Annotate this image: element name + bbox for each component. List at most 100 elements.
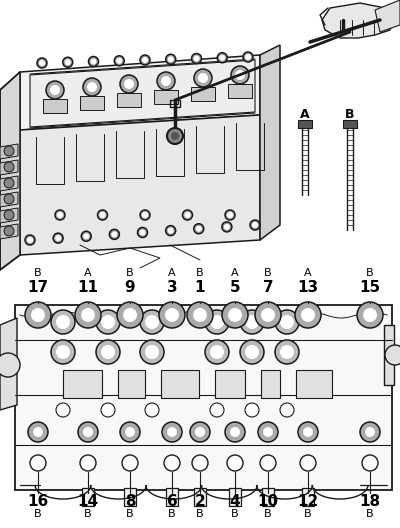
Polygon shape: [20, 115, 260, 255]
Text: 12: 12: [297, 495, 319, 510]
Circle shape: [228, 308, 242, 322]
Polygon shape: [0, 176, 18, 191]
Circle shape: [159, 302, 185, 328]
Circle shape: [195, 427, 205, 437]
Circle shape: [245, 54, 251, 60]
Polygon shape: [375, 0, 400, 32]
Circle shape: [96, 340, 120, 364]
Text: B: B: [366, 268, 374, 278]
Text: 11: 11: [78, 280, 98, 296]
Text: B: B: [264, 268, 272, 278]
Circle shape: [280, 345, 294, 359]
Circle shape: [360, 422, 380, 442]
Circle shape: [4, 178, 14, 188]
Bar: [229, 488, 241, 506]
Text: 17: 17: [28, 280, 48, 296]
Text: 15: 15: [360, 280, 380, 296]
Circle shape: [222, 222, 232, 232]
Bar: [343, 120, 357, 128]
Circle shape: [57, 212, 63, 218]
Circle shape: [298, 422, 318, 442]
Bar: [43, 99, 67, 113]
Polygon shape: [0, 208, 18, 223]
Bar: [166, 488, 178, 506]
Polygon shape: [322, 3, 395, 38]
Circle shape: [55, 235, 61, 241]
Circle shape: [231, 66, 249, 84]
Text: 14: 14: [78, 495, 98, 510]
Circle shape: [4, 162, 14, 172]
Circle shape: [219, 55, 225, 61]
Circle shape: [275, 310, 299, 334]
Circle shape: [385, 345, 400, 365]
Circle shape: [145, 345, 159, 359]
Text: B: B: [264, 509, 272, 519]
Bar: [215, 370, 245, 398]
Circle shape: [140, 210, 150, 220]
Text: 6: 6: [167, 495, 177, 510]
Circle shape: [171, 132, 179, 140]
Circle shape: [167, 427, 177, 437]
Circle shape: [157, 72, 175, 90]
Circle shape: [4, 210, 14, 220]
Bar: [298, 120, 312, 128]
Circle shape: [31, 308, 45, 322]
Circle shape: [167, 128, 183, 144]
Circle shape: [280, 403, 294, 417]
Polygon shape: [0, 224, 18, 239]
Circle shape: [0, 353, 20, 377]
Polygon shape: [30, 60, 255, 127]
Circle shape: [122, 455, 138, 471]
Text: B: B: [34, 509, 42, 519]
Circle shape: [210, 315, 224, 329]
Circle shape: [240, 310, 264, 334]
Text: 16: 16: [27, 495, 49, 510]
Circle shape: [83, 233, 89, 239]
Circle shape: [124, 79, 134, 89]
Circle shape: [101, 403, 115, 417]
Circle shape: [190, 422, 210, 442]
Circle shape: [101, 345, 115, 359]
Circle shape: [87, 82, 97, 92]
Text: 10: 10: [258, 495, 278, 510]
Circle shape: [357, 302, 383, 328]
Polygon shape: [0, 160, 18, 175]
Circle shape: [193, 308, 207, 322]
Circle shape: [235, 70, 245, 80]
Circle shape: [142, 57, 148, 63]
Circle shape: [56, 403, 70, 417]
Circle shape: [280, 315, 294, 329]
Text: A: A: [304, 268, 312, 278]
Text: A: A: [231, 268, 239, 278]
Circle shape: [230, 427, 240, 437]
Circle shape: [39, 60, 45, 66]
Text: A: A: [300, 108, 310, 121]
Circle shape: [56, 315, 70, 329]
Bar: [194, 488, 206, 506]
Circle shape: [250, 220, 260, 230]
Circle shape: [258, 422, 278, 442]
Circle shape: [243, 52, 253, 62]
Circle shape: [300, 455, 316, 471]
Circle shape: [80, 455, 96, 471]
Circle shape: [168, 56, 174, 62]
Bar: [261, 370, 280, 398]
Circle shape: [63, 57, 73, 67]
Circle shape: [210, 345, 224, 359]
Circle shape: [145, 315, 159, 329]
Bar: [262, 488, 274, 506]
Circle shape: [192, 455, 208, 471]
Circle shape: [261, 308, 275, 322]
Text: B: B: [126, 509, 134, 519]
Circle shape: [194, 69, 212, 87]
Circle shape: [166, 54, 176, 64]
Circle shape: [161, 76, 171, 86]
Circle shape: [83, 78, 101, 96]
Circle shape: [140, 55, 150, 65]
Circle shape: [194, 224, 204, 234]
Circle shape: [198, 73, 208, 83]
Circle shape: [192, 53, 202, 63]
Circle shape: [138, 228, 148, 238]
Circle shape: [182, 210, 192, 220]
Circle shape: [109, 229, 119, 239]
